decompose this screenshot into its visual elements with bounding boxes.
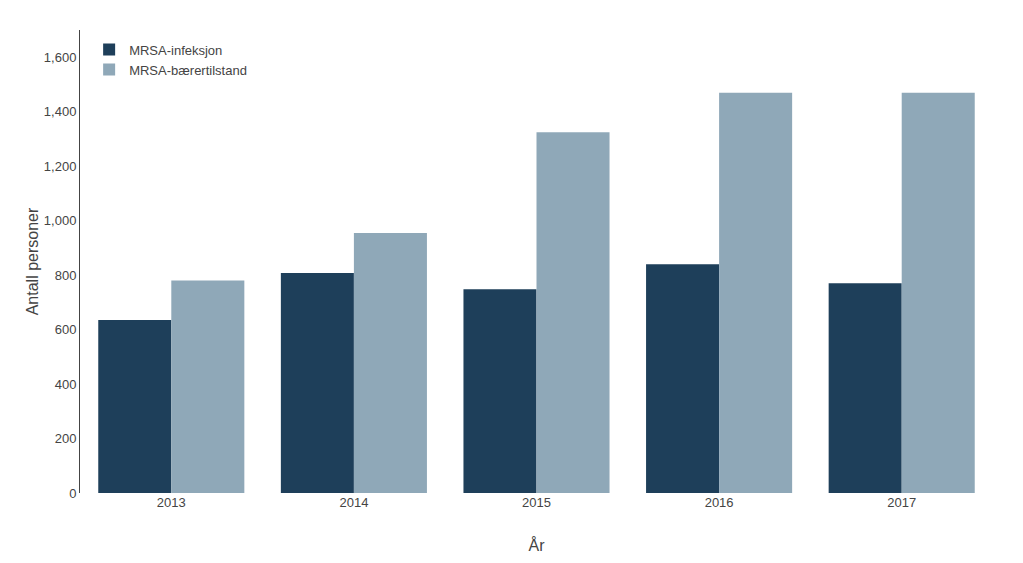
svg-text:600: 600 <box>55 322 77 337</box>
svg-text:2014: 2014 <box>339 495 368 510</box>
svg-text:2017: 2017 <box>887 495 916 510</box>
svg-text:1,000: 1,000 <box>44 213 77 228</box>
svg-text:200: 200 <box>55 431 77 446</box>
svg-text:År: År <box>529 536 546 554</box>
svg-text:1,200: 1,200 <box>44 159 77 174</box>
svg-text:0: 0 <box>69 486 76 501</box>
svg-text:MRSA-infeksjon: MRSA-infeksjon <box>129 43 222 58</box>
svg-text:400: 400 <box>55 377 77 392</box>
svg-text:Antall personer: Antall personer <box>24 207 41 315</box>
svg-text:MRSA-bærertilstand: MRSA-bærertilstand <box>129 63 247 78</box>
svg-text:2015: 2015 <box>522 495 551 510</box>
svg-text:1,600: 1,600 <box>44 50 77 65</box>
svg-text:2016: 2016 <box>705 495 734 510</box>
svg-text:1,400: 1,400 <box>44 104 77 119</box>
svg-text:800: 800 <box>55 268 77 283</box>
svg-text:2013: 2013 <box>157 495 186 510</box>
